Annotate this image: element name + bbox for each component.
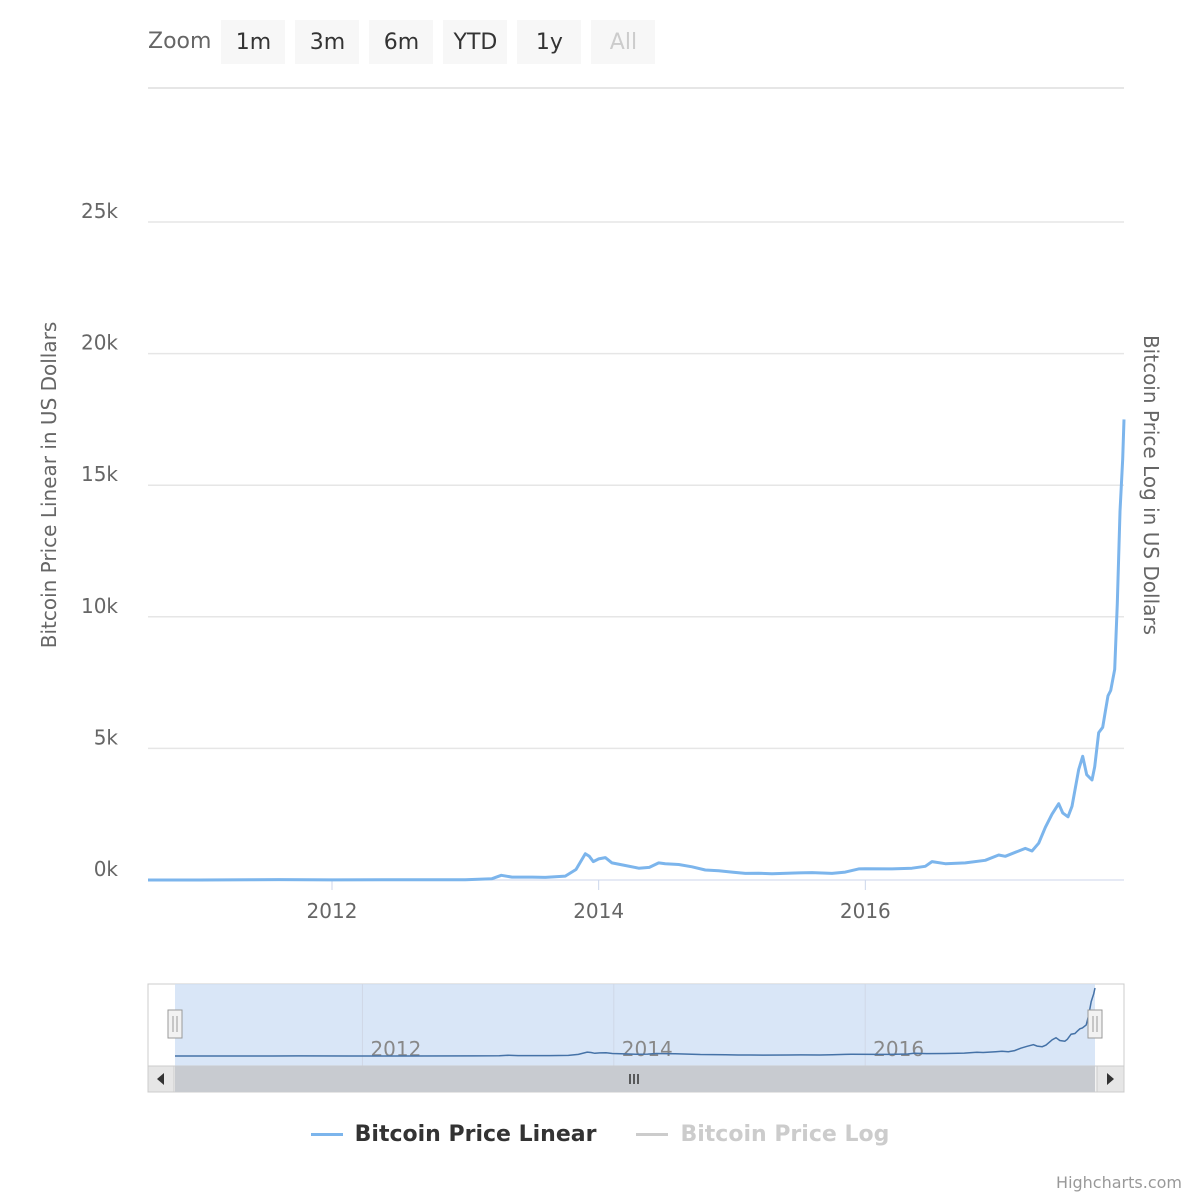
navigator-selected-range[interactable] [175,984,1095,1066]
arrow-left-icon [157,1073,164,1085]
y-axis-ticks: 0k 5k 10k 15k 20k 25k [81,199,118,881]
legend-item-log[interactable]: Bitcoin Price Log [636,1122,889,1147]
credits-link[interactable]: Highcharts.com [1056,1173,1182,1192]
zoom-label: Zoom [148,29,212,54]
legend-swatch-linear [310,1133,343,1136]
legend-item-linear[interactable]: Bitcoin Price Linear [310,1122,597,1147]
navigator-x-tick-label: 2016 [873,1037,924,1061]
x-tick-label: 2014 [573,899,624,923]
scroll-right-button[interactable] [1096,1065,1125,1093]
legend-swatch-log [636,1133,669,1136]
y-tick-label: 0k [94,857,119,881]
navigator-x-tick-label: 2014 [622,1037,673,1061]
legend-label-linear: Bitcoin Price Linear [354,1122,597,1147]
y-tick-label: 15k [81,462,118,486]
y-tick-label: 10k [81,594,118,618]
navigator-series-line [175,987,1096,1057]
x-tick-label: 2016 [840,899,891,923]
scrollbar-thumb[interactable] [175,1066,1095,1092]
x-axis-ticks: 2012 2014 2016 [307,880,891,923]
navigator-left-handle[interactable] [167,1009,183,1039]
legend: Bitcoin Price Linear Bitcoin Price Log [0,1122,1200,1147]
navigator-right-handle[interactable] [1087,1009,1103,1039]
x-tick-label: 2012 [307,899,358,923]
navigator: 2012 2014 2016 [147,983,1125,1067]
zoom-1m-button[interactable]: 1m [221,20,286,64]
navigator-x-ticks: 2012 2014 2016 [370,1037,924,1061]
zoom-3m-button[interactable]: 3m [295,20,360,64]
scrollbar-grip-icon [629,1074,639,1084]
arrow-right-icon [1107,1073,1114,1085]
navigator-x-tick-label: 2012 [370,1037,421,1061]
y-tick-label: 25k [81,199,118,223]
series-line-linear[interactable] [148,419,1126,882]
scrollbar[interactable] [147,1065,1125,1093]
grid-lines [148,221,1124,750]
scroll-left-button[interactable] [147,1065,175,1093]
y-tick-label: 5k [94,725,119,749]
legend-label-log: Bitcoin Price Log [680,1122,890,1147]
zoom-all-button[interactable]: All [591,20,656,64]
zoom-6m-button[interactable]: 6m [369,20,434,64]
y-axis-right-title: Bitcoin Price Log in US Dollars [1139,335,1163,635]
y-tick-label: 20k [81,331,118,355]
navigator-grid [361,984,866,1066]
range-selector: Zoom 1m 3m 6m YTD 1y All [148,20,665,64]
zoom-1y-button[interactable]: 1y [517,20,582,64]
y-axis-left-title: Bitcoin Price Linear in US Dollars [37,322,61,649]
zoom-ytd-button[interactable]: YTD [443,20,508,64]
